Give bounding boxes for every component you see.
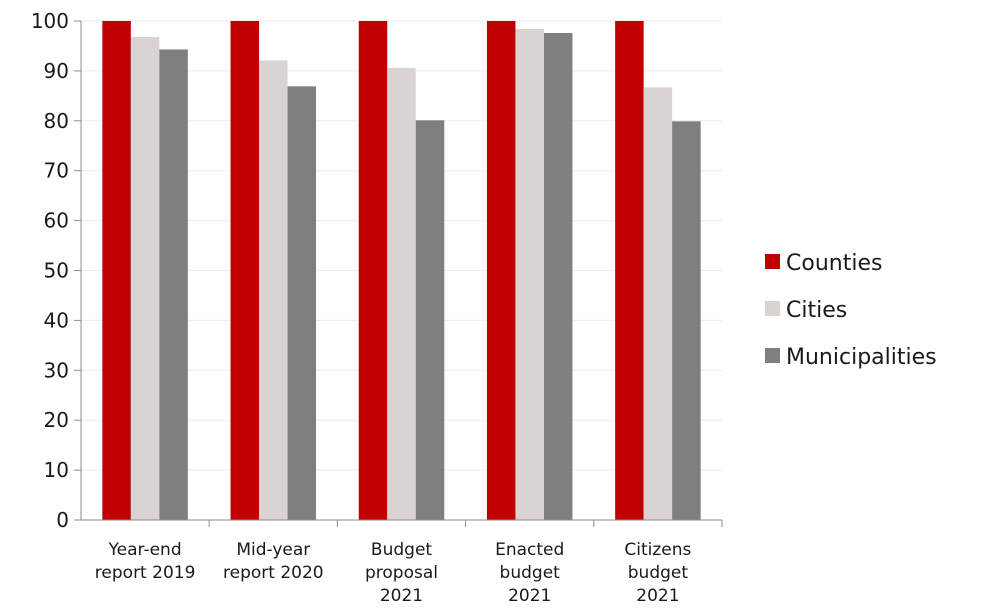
x-category-label: Mid-year report 2020 bbox=[223, 540, 324, 583]
y-tick-label: 30 bbox=[44, 358, 69, 382]
bar-counties-2 bbox=[230, 21, 260, 520]
x-category-label: Budget proposal 2021 bbox=[365, 540, 438, 606]
y-tick-label: 70 bbox=[44, 159, 69, 183]
y-tick-label: 50 bbox=[44, 259, 69, 283]
y-tick-label: 80 bbox=[44, 109, 69, 133]
legend-item-cities: Cities bbox=[765, 298, 847, 323]
axes bbox=[74, 20, 723, 527]
bar-cities-3 bbox=[387, 67, 416, 520]
y-tick-label: 90 bbox=[44, 59, 69, 83]
legend-swatch bbox=[765, 301, 780, 316]
bar-municipalities-2 bbox=[287, 86, 317, 520]
x-category-label: Citizens budget 2021 bbox=[624, 540, 691, 606]
y-tick-label: 10 bbox=[44, 458, 69, 482]
legend-item-municipalities: Municipalities bbox=[765, 345, 937, 370]
bar-cities-5 bbox=[643, 87, 673, 520]
legend-swatch bbox=[765, 348, 780, 363]
bar-municipalities-3 bbox=[415, 120, 445, 521]
bar-cities-1 bbox=[130, 36, 160, 521]
legend-swatch bbox=[765, 254, 780, 269]
y-tick-label: 60 bbox=[44, 209, 69, 233]
y-tick-labels: 0 10 20 30 40 50 60 70 80 90 100 bbox=[31, 9, 69, 532]
bar-counties-4 bbox=[486, 21, 516, 520]
x-category-label: Year-end report 2019 bbox=[95, 540, 196, 583]
y-tick-label: 40 bbox=[44, 308, 69, 332]
legend-item-counties: Counties bbox=[765, 251, 882, 276]
x-category-labels: Year-end report 2019 Mid-year report 2020 Bu… bbox=[95, 540, 692, 606]
legend-label: Counties bbox=[786, 251, 882, 276]
legend-label: Cities bbox=[786, 298, 847, 323]
y-tick-label: 20 bbox=[44, 408, 69, 432]
bar-counties-1 bbox=[102, 21, 131, 520]
bar-cities-2 bbox=[259, 60, 288, 521]
bar-counties-5 bbox=[615, 21, 644, 520]
legend-label: Municipalities bbox=[786, 345, 937, 370]
bars bbox=[102, 21, 701, 521]
x-category-label: Enacted budget 2021 bbox=[495, 540, 564, 606]
bar-municipalities-5 bbox=[672, 121, 701, 520]
bar-municipalities-1 bbox=[159, 49, 188, 521]
bar-counties-3 bbox=[358, 21, 388, 520]
y-tick-label: 100 bbox=[31, 9, 69, 33]
bar-municipalities-4 bbox=[543, 32, 573, 520]
y-tick-label: 0 bbox=[56, 508, 69, 532]
bar-cities-4 bbox=[515, 28, 544, 520]
legend: Counties Cities Municipalities bbox=[765, 251, 937, 370]
